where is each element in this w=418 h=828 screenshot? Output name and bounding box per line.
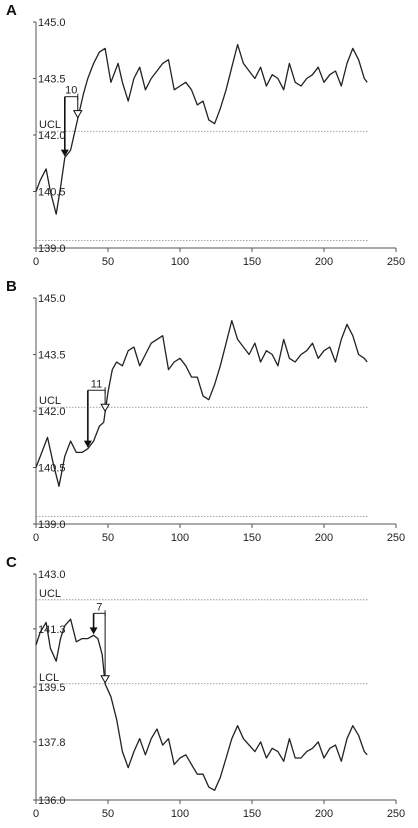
x-tick-label: 50 xyxy=(102,256,114,268)
panel-c: C 0 50 100 150 200 250 136.0 137.8 139.5 141.3 143… xyxy=(0,552,418,828)
x-tick-label: 0 xyxy=(33,532,39,544)
annotation-label: 11 xyxy=(91,378,102,390)
y-tick-label: 139.0 xyxy=(38,519,66,531)
line-chart: 0 50 100 150 200 250 139.0 140.5 142.0 143.5 145.0… xyxy=(33,293,405,544)
y-tick-label: 139.0 xyxy=(38,243,66,255)
signal-arrow-hollow-head xyxy=(100,675,110,684)
x-tick-label: 250 xyxy=(387,532,405,544)
x-tick-label: 100 xyxy=(171,532,189,544)
x-tick-label: 100 xyxy=(171,256,189,268)
x-tick-label: 100 xyxy=(171,808,189,820)
panel-label: C xyxy=(6,554,17,571)
x-tick-label: 200 xyxy=(315,808,333,820)
annotation-label: 7 xyxy=(96,601,102,613)
lcl-label: LCL xyxy=(39,672,59,684)
y-tick-label: 145.0 xyxy=(38,17,66,29)
x-tick-label: 250 xyxy=(387,256,405,268)
x-tick-label: 150 xyxy=(243,532,261,544)
y-tick-label: 140.5 xyxy=(38,463,66,475)
line-chart: 0 50 100 150 200 250139.0140.5142.0143.5145.0… xyxy=(33,17,405,268)
y-tick-label: 137.8 xyxy=(38,737,66,749)
annotation-label: 10 xyxy=(65,85,77,97)
x-tick-label: 200 xyxy=(315,256,333,268)
y-tick-label: 139.5 xyxy=(38,682,66,694)
ucl-label: UCL xyxy=(39,395,61,407)
x-tick-label: 150 xyxy=(243,808,261,820)
signal-arrow-filled-head xyxy=(60,149,69,157)
line-chart: 0 50 100 150 200 250 136.0 137.8 139.5 141.3 143.0… xyxy=(33,569,405,820)
signal-arrow-filled-head xyxy=(89,627,98,635)
y-tick-label: 143.0 xyxy=(38,569,66,581)
y-tick-label: 143.5 xyxy=(38,350,66,362)
y-tick-label: 143.5 xyxy=(38,74,66,86)
x-tick-label: 150 xyxy=(243,256,261,268)
y-tick-label: 142.0 xyxy=(38,130,66,142)
series-line xyxy=(35,618,368,791)
panel-label: B xyxy=(6,278,17,295)
panel-label: A xyxy=(6,2,17,19)
signal-arrow-filled-head xyxy=(83,440,92,448)
y-tick-label: 141.3 xyxy=(38,624,66,636)
y-tick-label: 142.0 xyxy=(38,406,66,418)
y-tick-label: 145.0 xyxy=(38,293,66,305)
series-line xyxy=(35,319,368,487)
signal-arrow-hollow-head xyxy=(72,110,83,119)
x-tick-label: 250 xyxy=(387,808,405,820)
ucl-label: UCL xyxy=(39,119,61,131)
x-tick-label: 0 xyxy=(33,256,39,268)
panel-a: A 0 50 100 150 200 250 139.0 140.5 142.0 143.5 145… xyxy=(0,0,418,276)
x-tick-label: 50 xyxy=(102,808,114,820)
panel-b: B 0 50 100 150 200 250 139.0 140.5 142.0 143.5 145… xyxy=(0,276,418,552)
x-tick-label: 50 xyxy=(102,532,114,544)
y-tick-label: 136.0 xyxy=(38,795,66,807)
x-tick-label: 0 xyxy=(33,808,39,820)
series-line xyxy=(35,43,368,215)
signal-arrow-hollow-head xyxy=(100,403,110,413)
ucl-label: UCL xyxy=(39,588,61,600)
x-tick-label: 200 xyxy=(315,532,333,544)
